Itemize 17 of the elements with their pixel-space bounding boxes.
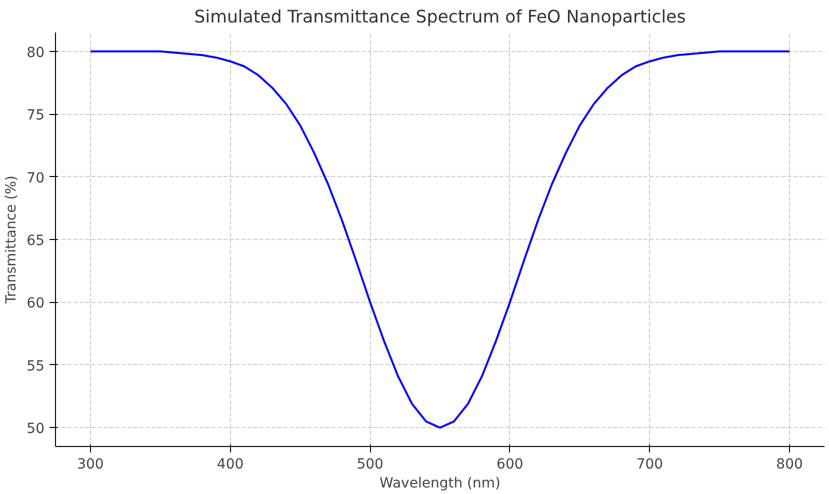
x-tick-label: 600 [496, 456, 524, 472]
line-series [89, 50, 791, 429]
x-tick-label: 700 [636, 456, 664, 472]
x-tick-label: 500 [356, 456, 384, 472]
y-tick-label: 50 [26, 421, 45, 438]
y-tick-label: 55 [26, 358, 45, 374]
y-tick-label: 60 [26, 296, 45, 312]
y-tick-label: 70 [26, 170, 45, 186]
y-tick-label: 80 [26, 44, 45, 61]
x-tick-label: 300 [77, 456, 104, 472]
chart-title: Simulated Transmittance Spectrum of FeO Nanoparticles [194, 8, 686, 28]
x-tick-label: 400 [216, 456, 244, 472]
x-axis-title: Wavelength (nm) [380, 476, 500, 492]
y-tick-label: 65 [26, 233, 45, 249]
y-axis-title: Transmittance (%) [4, 176, 20, 304]
x-tick-label: 800 [776, 456, 803, 472]
y-tick-label: 75 [26, 108, 45, 124]
